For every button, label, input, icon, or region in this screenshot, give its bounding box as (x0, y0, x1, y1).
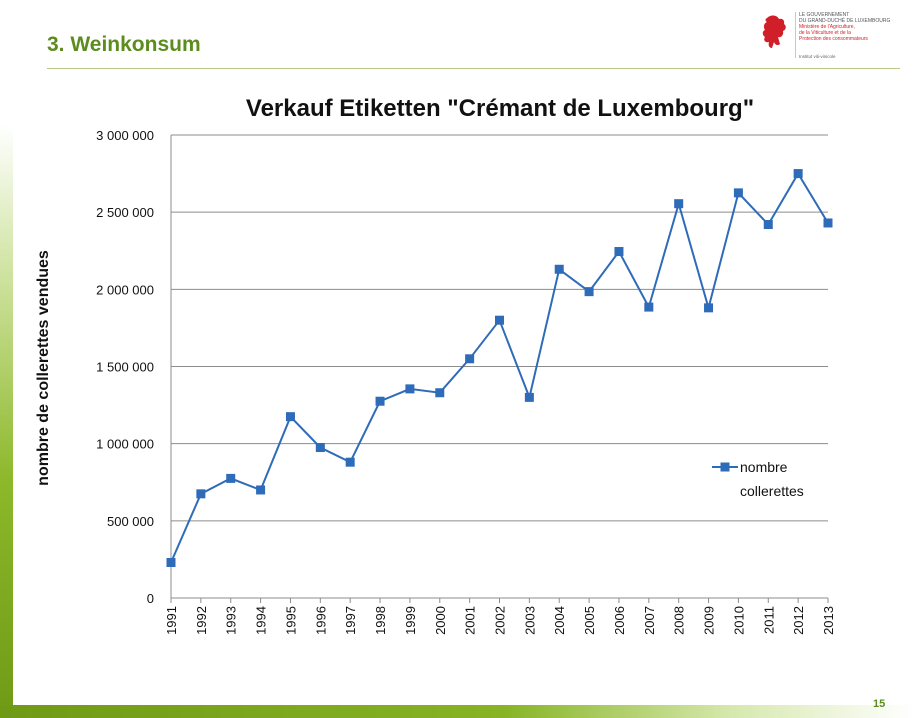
x-tick-label: 2008 (672, 606, 687, 635)
logo-line3: Ministère de l'Agriculture, (799, 24, 855, 30)
data-point (524, 392, 534, 402)
y-tick-label: 2 500 000 (96, 205, 154, 220)
y-tick-label: 1 500 000 (96, 360, 154, 375)
x-tick-label: 1992 (194, 606, 209, 635)
x-tick-label: 2007 (642, 606, 657, 635)
x-tick-label: 2010 (731, 606, 746, 635)
data-point (495, 315, 504, 325)
legend-marker (720, 462, 730, 472)
data-point (196, 489, 206, 499)
logo-line4: de la Viticulture et de la (799, 30, 851, 36)
data-point (315, 443, 325, 453)
x-tick-label: 2003 (522, 606, 537, 635)
data-point (226, 473, 236, 483)
x-tick-label: 2013 (821, 606, 836, 635)
x-tick-label: 2004 (552, 606, 567, 635)
data-point (763, 220, 773, 230)
data-point (644, 302, 654, 312)
x-tick-label: 2009 (702, 606, 717, 635)
legend: nombre collerettes (712, 459, 804, 499)
left-accent-bar (0, 125, 13, 718)
data-point (256, 485, 266, 495)
series-line (170, 171, 829, 563)
x-tick-label: 1994 (254, 606, 269, 635)
logo-line2: DU GRAND-DUCHÉ DE LUXEMBOURG (799, 18, 891, 24)
logo-line5: Protection des consommateurs (799, 36, 868, 42)
data-point (674, 199, 684, 209)
x-tick-label: 2001 (463, 606, 478, 635)
header-divider (47, 68, 900, 69)
data-point (166, 558, 176, 568)
x-tick-label: 2011 (761, 606, 776, 634)
data-point (704, 303, 714, 313)
data-point (793, 169, 803, 179)
chart-title: Verkauf Etiketten "Crémant de Luxembourg… (246, 95, 754, 122)
bottom-accent-bar (0, 705, 914, 718)
series-nombre-collerettes (166, 169, 833, 568)
data-point (584, 287, 594, 297)
page-number: 15 (873, 698, 886, 710)
data-point (345, 457, 355, 467)
data-point (733, 188, 743, 198)
y-tick-label: 3 000 000 (96, 128, 154, 143)
y-tick-label: 500 000 (107, 514, 154, 529)
data-point (823, 218, 833, 228)
x-tick-label: 2000 (433, 606, 448, 635)
x-tick-label: 1997 (343, 606, 358, 635)
x-tick-label: 2006 (612, 606, 627, 635)
legend-label: collerettes (740, 483, 804, 499)
x-tick-label: 1999 (403, 606, 418, 635)
x-tick-label: 2005 (582, 606, 597, 635)
section-title: 3. Weinkonsum (47, 33, 201, 56)
logo-subtitle: Institut viti-vinicole (799, 54, 836, 59)
logo-separator (795, 12, 796, 58)
x-tick-label: 2002 (493, 606, 508, 635)
x-tick-label: 1998 (373, 606, 388, 635)
x-tick-label: 1991 (164, 606, 179, 635)
data-point (435, 388, 445, 398)
government-logo: LE GOUVERNEMENT DU GRAND-DUCHÉ DE LUXEMB… (755, 8, 905, 68)
data-point (554, 264, 564, 274)
x-tick-label: 1995 (283, 606, 298, 635)
data-point (465, 354, 475, 364)
data-point (614, 247, 624, 257)
y-tick-label: 2 000 000 (96, 282, 154, 297)
data-point (375, 396, 385, 406)
y-tick-label: 1 000 000 (96, 437, 154, 452)
data-point (285, 412, 295, 422)
data-point (405, 384, 415, 394)
axes: 0 500 000 1 000 000 1 500 000 2 000 000 2 500… (96, 128, 836, 635)
x-tick-label: 1993 (224, 606, 239, 635)
logo-line1: LE GOUVERNEMENT (799, 12, 850, 18)
legend-label: nombre (740, 459, 788, 475)
lion-emblem-icon (762, 15, 786, 48)
x-tick-label: 1996 (313, 606, 328, 635)
y-tick-label: 0 (147, 591, 154, 606)
y-axis-label: nombre de collerettes vendues (35, 250, 52, 486)
x-tick-label: 2012 (791, 606, 806, 635)
logo-text: LE GOUVERNEMENT DU GRAND-DUCHÉ DE LUXEMB… (799, 12, 890, 42)
